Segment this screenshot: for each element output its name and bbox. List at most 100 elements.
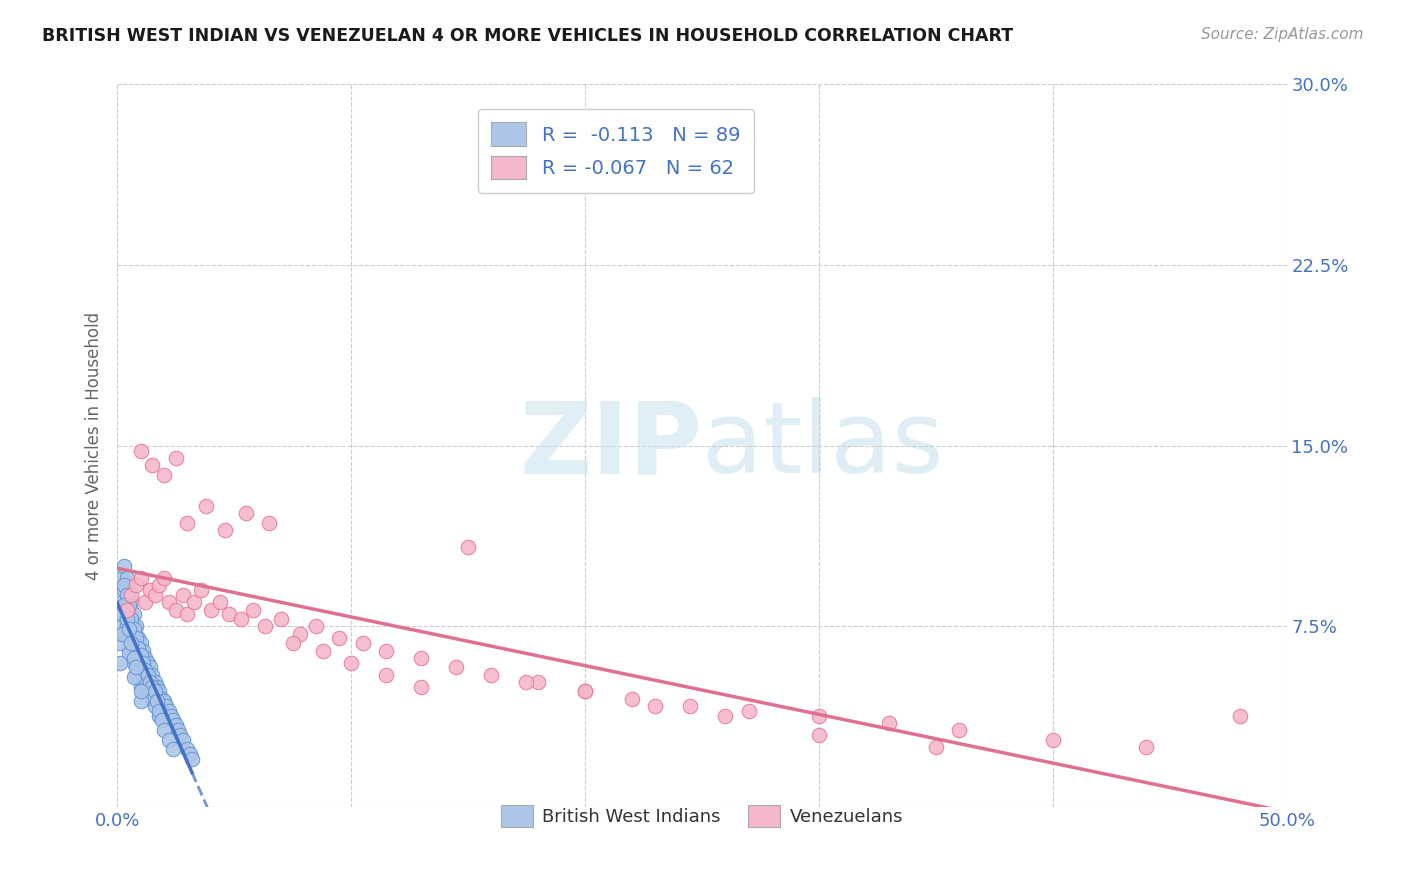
- Point: [457, 540, 479, 554]
- Point: [139, 583, 162, 598]
- Point: [340, 656, 363, 670]
- Point: [737, 704, 759, 718]
- Point: [209, 595, 232, 609]
- Point: [527, 674, 550, 689]
- Point: [620, 691, 643, 706]
- Point: [183, 595, 205, 609]
- Point: [122, 656, 145, 670]
- Point: [153, 694, 176, 708]
- Point: [146, 694, 169, 708]
- Point: [111, 607, 134, 622]
- Point: [122, 607, 145, 622]
- Point: [120, 595, 142, 609]
- Point: [127, 641, 149, 656]
- Point: [877, 715, 900, 730]
- Point: [375, 643, 398, 657]
- Point: [139, 674, 162, 689]
- Point: [115, 619, 138, 633]
- Point: [153, 723, 176, 737]
- Point: [515, 674, 537, 689]
- Point: [150, 714, 173, 728]
- Point: [112, 559, 135, 574]
- Point: [115, 571, 138, 585]
- Point: [115, 588, 138, 602]
- Point: [150, 691, 173, 706]
- Point: [257, 516, 280, 530]
- Point: [129, 648, 152, 663]
- Point: [129, 684, 152, 698]
- Point: [134, 674, 156, 689]
- Text: ZIP: ZIP: [519, 397, 702, 494]
- Point: [125, 578, 148, 592]
- Point: [281, 636, 304, 650]
- Point: [136, 656, 159, 670]
- Point: [108, 636, 131, 650]
- Point: [179, 747, 201, 761]
- Point: [148, 684, 170, 698]
- Point: [479, 667, 502, 681]
- Point: [118, 598, 141, 612]
- Point: [143, 684, 166, 698]
- Point: [165, 450, 187, 465]
- Point: [112, 583, 135, 598]
- Point: [352, 636, 374, 650]
- Point: [714, 708, 737, 723]
- Point: [115, 612, 138, 626]
- Point: [172, 588, 194, 602]
- Point: [129, 443, 152, 458]
- Point: [118, 646, 141, 660]
- Point: [141, 458, 163, 472]
- Point: [118, 632, 141, 646]
- Point: [679, 698, 702, 713]
- Point: [157, 704, 180, 718]
- Point: [132, 643, 155, 657]
- Point: [112, 626, 135, 640]
- Point: [157, 595, 180, 609]
- Point: [148, 708, 170, 723]
- Point: [139, 684, 162, 698]
- Point: [115, 595, 138, 609]
- Point: [162, 714, 184, 728]
- Point: [218, 607, 240, 622]
- Point: [157, 732, 180, 747]
- Point: [143, 674, 166, 689]
- Point: [153, 467, 176, 482]
- Point: [1042, 732, 1064, 747]
- Point: [375, 667, 398, 681]
- Point: [136, 680, 159, 694]
- Point: [111, 626, 134, 640]
- Point: [120, 619, 142, 633]
- Point: [200, 602, 222, 616]
- Point: [120, 643, 142, 657]
- Point: [1135, 739, 1157, 754]
- Point: [181, 752, 204, 766]
- Point: [129, 636, 152, 650]
- Point: [155, 698, 177, 713]
- Point: [122, 632, 145, 646]
- Point: [111, 595, 134, 609]
- Point: [112, 598, 135, 612]
- Point: [125, 667, 148, 681]
- Point: [143, 588, 166, 602]
- Point: [190, 583, 212, 598]
- Point: [141, 691, 163, 706]
- Point: [143, 698, 166, 713]
- Point: [134, 663, 156, 677]
- Point: [111, 571, 134, 585]
- Point: [176, 516, 198, 530]
- Point: [134, 650, 156, 665]
- Point: [169, 728, 191, 742]
- Point: [167, 723, 190, 737]
- Point: [574, 684, 596, 698]
- Point: [328, 632, 350, 646]
- Point: [139, 660, 162, 674]
- Point: [127, 632, 149, 646]
- Point: [125, 660, 148, 674]
- Point: [127, 656, 149, 670]
- Text: Source: ZipAtlas.com: Source: ZipAtlas.com: [1201, 27, 1364, 42]
- Point: [112, 578, 135, 592]
- Point: [305, 619, 328, 633]
- Point: [160, 708, 183, 723]
- Point: [644, 698, 666, 713]
- Point: [231, 612, 253, 626]
